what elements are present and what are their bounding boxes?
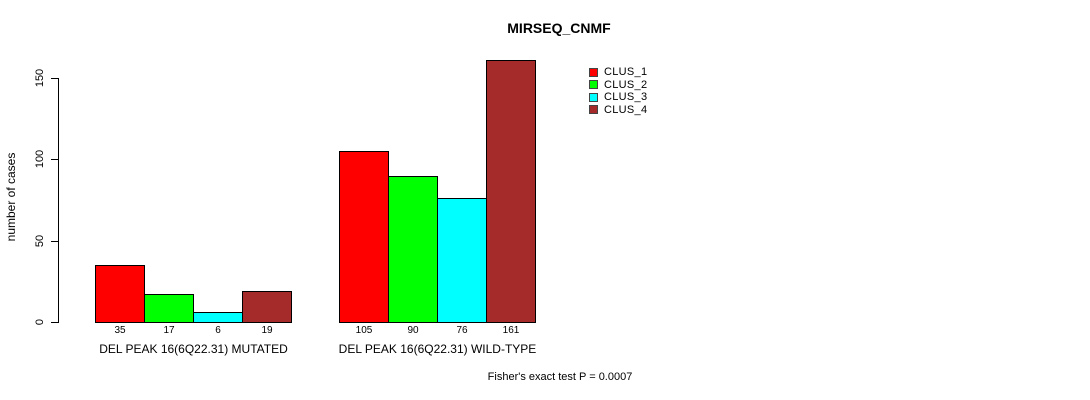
bar-value-label: 35: [114, 325, 126, 336]
bar-value-label: 17: [163, 325, 175, 336]
y-axis-tick: [51, 159, 58, 161]
legend-label: CLUS_1: [604, 66, 648, 79]
y-axis-line: [58, 78, 59, 323]
legend-label: CLUS_2: [604, 78, 648, 91]
y-tick-label: 150: [34, 68, 46, 88]
bar-clus_1-group1: [95, 265, 145, 323]
legend-label: CLUS_3: [604, 91, 648, 104]
legend-swatch-icon: [589, 80, 598, 90]
bar-value-label: 161: [502, 325, 520, 336]
bar-value-label: 76: [456, 325, 468, 336]
annotation-text: Fisher's exact test P = 0.0007: [487, 371, 633, 383]
bar-clus_1-group2: [339, 151, 389, 323]
y-axis-label: number of cases: [4, 152, 18, 242]
legend-row: CLUS_2: [589, 79, 647, 92]
y-tick-label: 50: [34, 234, 46, 247]
group-label: DEL PEAK 16(6Q22.31) MUTATED: [99, 342, 288, 356]
legend-row: CLUS_1: [589, 66, 647, 79]
bar-clus_2-group2: [388, 175, 438, 323]
bar-value-label: 105: [355, 325, 373, 336]
bar-clus_3-group2: [437, 198, 487, 323]
y-axis-tick: [51, 78, 58, 79]
y-axis-tick: [51, 240, 58, 242]
legend: CLUS_1 CLUS_2 CLUS_3 CLUS_4: [589, 66, 647, 116]
bar-clus_3-group1: [193, 312, 243, 323]
legend-row: CLUS_4: [589, 104, 647, 117]
bar-value-label: 19: [261, 325, 273, 336]
legend-swatch-icon: [589, 92, 598, 102]
legend-swatch-icon: [589, 67, 598, 77]
bar-clus_4-group1: [242, 291, 292, 323]
bar-value-label: 90: [407, 325, 419, 336]
legend-row: CLUS_3: [589, 91, 647, 104]
bar-value-label: 6: [215, 325, 221, 336]
chart-title: MIRSEQ_CNMF: [507, 20, 611, 36]
y-tick-label: 0: [34, 318, 46, 326]
legend-label: CLUS_4: [604, 103, 648, 116]
y-tick-label: 100: [34, 150, 46, 169]
bar-clus_4-group2: [486, 60, 536, 323]
legend-swatch-icon: [589, 105, 598, 115]
bar-clus_2-group1: [144, 294, 194, 323]
group-label: DEL PEAK 16(6Q22.31) WILD-TYPE: [338, 342, 537, 356]
y-axis-tick: [51, 322, 58, 323]
